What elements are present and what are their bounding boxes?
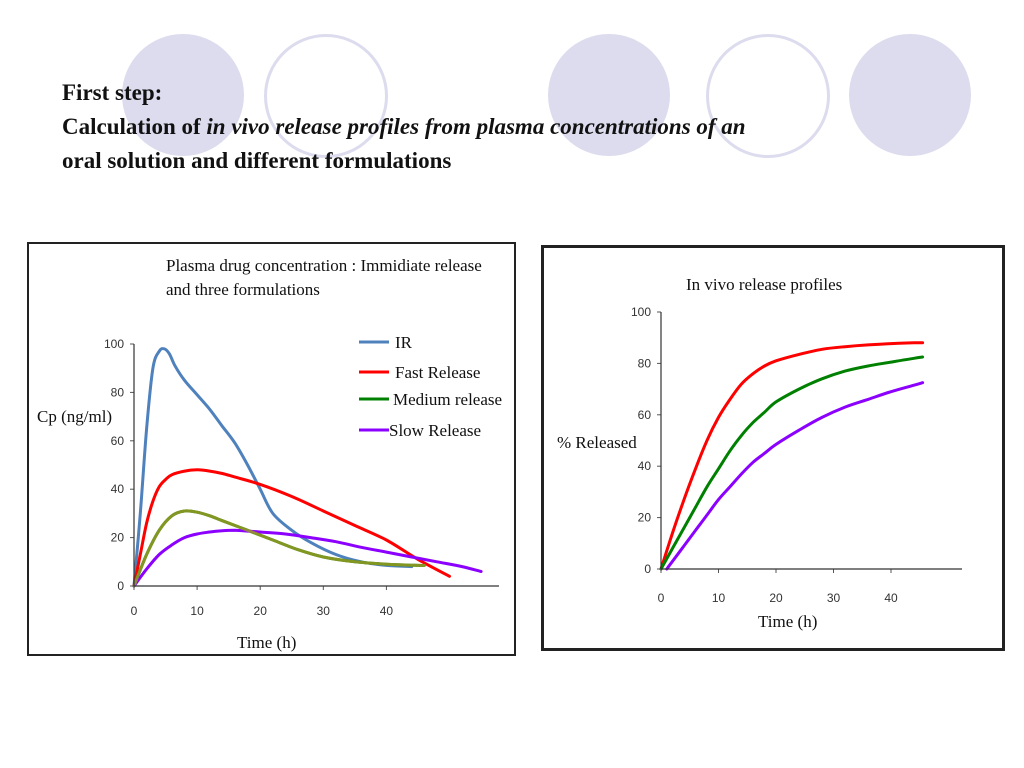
- legend-label-slow: Slow Release: [389, 421, 481, 440]
- chart1-xtick-label: 10: [190, 604, 204, 618]
- chart2-ylabel: % Released: [557, 433, 637, 452]
- release-profile-chart-panel: In vivo release profiles 0 20 40 60 80 100 0 10…: [541, 245, 1005, 651]
- chart1-xtick-label: 0: [131, 604, 138, 618]
- chart1-ytick-label: 40: [111, 482, 125, 496]
- chart1-series-ir-line: [132, 347, 414, 588]
- chart2-series-slow-release-line: [665, 381, 925, 571]
- chart1-ytick-label: 100: [104, 337, 124, 351]
- chart1-xtick-label: 40: [380, 604, 394, 618]
- chart2-ytick-label: 20: [638, 511, 652, 525]
- chart2-xtick-label: 0: [658, 591, 665, 605]
- chart1-ytick-label: 20: [111, 531, 125, 545]
- title-tail: oral solution and different formulations: [62, 148, 452, 173]
- chart2-ytick-label: 0: [644, 562, 651, 576]
- chart2-xtick-label: 10: [712, 591, 726, 605]
- decor-circle-2: [264, 34, 388, 158]
- chart2-ytick-label: 80: [638, 356, 652, 370]
- chart1-xlabel: Time (h): [237, 633, 296, 652]
- chart1-series-fast-release-line: [132, 468, 451, 588]
- chart1-xtick-label: 30: [317, 604, 331, 618]
- plasma-concentration-chart: Plasma drug concentration : Immidiate re…: [37, 256, 502, 652]
- legend-label-ir: IR: [395, 333, 413, 352]
- decor-circle-4: [706, 34, 830, 158]
- plasma-concentration-chart-panel: Plasma drug concentration : Immidiate re…: [27, 242, 516, 656]
- chart2-xtick-label: 30: [827, 591, 841, 605]
- legend-label-fast: Fast Release: [395, 363, 480, 382]
- title-heading: First step:: [62, 80, 163, 105]
- chart2-series-medium-release-line: [659, 355, 925, 571]
- legend-label-medium: Medium release: [393, 390, 502, 409]
- chart2-xtick-label: 20: [769, 591, 783, 605]
- title-italic: in vivo release profiles from plasma con…: [206, 114, 746, 139]
- decor-circle-3: [548, 34, 670, 156]
- chart1-series-overlay-line: [132, 509, 426, 588]
- decor-circle-1: [122, 34, 244, 156]
- chart2-ytick-label: 40: [638, 459, 652, 473]
- chart1-ytick-label: 60: [111, 434, 125, 448]
- title-prefix: Calculation of: [62, 114, 207, 139]
- decor-circle-5: [849, 34, 971, 156]
- chart1-ytick-label: 80: [111, 385, 125, 399]
- chart1-title-line1: Plasma drug concentration : Immidiate re…: [166, 256, 482, 275]
- title-line: Calculation of in vivo release profiles …: [62, 110, 962, 144]
- chart1-title-line2: and three formulations: [166, 280, 320, 299]
- slide-title: First step: Calculation of in vivo relea…: [62, 76, 962, 178]
- chart2-xlabel: Time (h): [758, 612, 817, 631]
- chart2-ytick-label: 60: [638, 408, 652, 422]
- chart1-series-slow-release-line: [132, 528, 483, 588]
- release-profile-chart: In vivo release profiles 0 20 40 60 80 100 0 10…: [557, 275, 962, 631]
- chart1-xtick-label: 20: [254, 604, 268, 618]
- chart2-ytick-label: 100: [631, 305, 651, 319]
- chart1-ylabel: Cp (ng/ml): [37, 407, 112, 426]
- chart2-title: In vivo release profiles: [686, 275, 842, 294]
- chart2-series-fast-release-line: [659, 341, 925, 571]
- chart1-ytick-label: 0: [117, 579, 124, 593]
- chart2-xtick-label: 40: [884, 591, 898, 605]
